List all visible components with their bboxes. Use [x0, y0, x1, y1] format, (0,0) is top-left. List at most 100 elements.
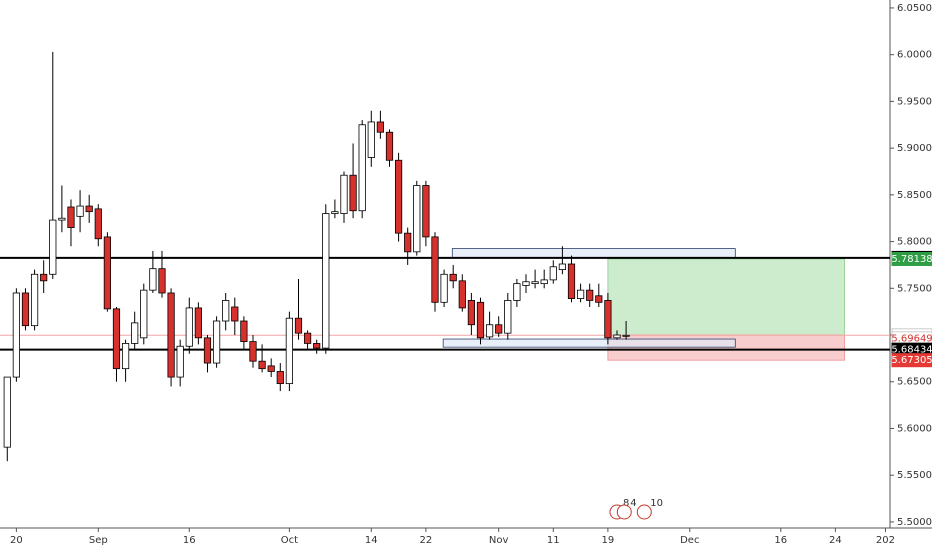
candle-body — [595, 295, 603, 303]
candle-body — [431, 236, 439, 303]
candle-body — [522, 281, 530, 286]
candle-body — [349, 174, 357, 212]
y-tick-label: 5.85000 — [897, 190, 932, 201]
x-tick-label: 11 — [547, 535, 560, 546]
candle-body — [367, 121, 375, 158]
candle-body — [613, 334, 621, 339]
price-tag — [891, 353, 932, 368]
price-tag-label: 5.78138 — [891, 254, 932, 265]
y-tick-label: 6.05000 — [897, 3, 932, 14]
x-tick-label: Oct — [281, 535, 298, 546]
candle-body — [212, 320, 221, 364]
candle-body — [558, 263, 566, 271]
candle-body — [58, 217, 66, 221]
candle-body — [140, 289, 148, 339]
candle-body — [567, 263, 576, 299]
candle-body — [376, 121, 384, 133]
y-tick-label: 5.65000 — [897, 377, 932, 388]
candle-body — [40, 273, 48, 282]
y-tick-label: 5.55000 — [897, 470, 932, 481]
candle-body — [303, 332, 312, 344]
x-tick-label: 16 — [183, 535, 196, 546]
candle-body — [30, 273, 39, 327]
candle-body — [394, 159, 403, 234]
candle-body — [67, 206, 75, 228]
candle-body — [422, 185, 430, 238]
event-icon — [636, 504, 652, 520]
candle-body — [331, 211, 339, 214]
event-label: 8 — [623, 498, 629, 509]
zone — [442, 338, 736, 348]
price-tag-label: 5.67305 — [891, 355, 932, 366]
x-tick-label: 24 — [829, 535, 842, 546]
event-label: 4 — [630, 498, 636, 509]
candle-body — [467, 300, 475, 326]
candle-body — [294, 317, 303, 334]
x-tick-label: 16 — [774, 535, 787, 546]
y-tick-label: 5.60000 — [897, 423, 932, 434]
candle-body — [404, 232, 412, 253]
y-tick-label: 5.90000 — [897, 143, 932, 154]
candle-body — [21, 292, 30, 327]
x-tick-label: Dec — [680, 535, 699, 546]
candle-body — [322, 213, 330, 349]
candle-body — [12, 292, 20, 378]
candle-body — [158, 268, 166, 294]
x-tick-label: 20 — [10, 535, 23, 546]
price-tag-label: 5.69649 — [891, 333, 932, 344]
candle-body — [440, 273, 448, 303]
candle-body — [513, 283, 521, 301]
candle-body — [285, 317, 293, 385]
target-zone — [607, 258, 845, 336]
event-icon — [616, 504, 632, 520]
candle-body — [222, 300, 230, 322]
y-tick-label: 6.00000 — [897, 50, 932, 61]
candle-body — [249, 341, 257, 362]
candle-body — [85, 205, 93, 213]
candle-body — [276, 371, 284, 385]
candle-body — [313, 343, 321, 349]
candle-body — [112, 308, 121, 370]
candle-body — [458, 280, 466, 309]
x-tick-label: 202 — [876, 535, 895, 546]
candle-body — [540, 279, 548, 285]
candle-body — [340, 174, 348, 214]
candle-body — [121, 343, 130, 370]
candle-body — [385, 131, 394, 161]
candle-body — [149, 268, 157, 291]
candle-body — [231, 306, 239, 322]
candle-body — [476, 301, 485, 339]
price-tag-label: 5.68434 — [891, 345, 932, 356]
candle-body — [94, 208, 102, 240]
candle-body — [358, 124, 366, 212]
x-tick-label: 14 — [365, 535, 378, 546]
candle-body — [531, 281, 539, 285]
y-tick-label: 5.95000 — [897, 96, 932, 107]
candle-body — [76, 205, 84, 217]
candle-body — [103, 236, 111, 310]
candle-body — [549, 266, 557, 281]
candle-body — [449, 273, 457, 282]
candle-body — [604, 300, 612, 339]
y-tick-label: 5.75000 — [897, 283, 932, 294]
x-tick-label: 19 — [602, 535, 615, 546]
zone — [451, 248, 736, 259]
candle-body — [176, 345, 184, 378]
candle-body — [504, 300, 512, 334]
y-tick-label: 5.80000 — [897, 237, 932, 248]
x-tick-label: Sep — [89, 535, 108, 546]
y-tick-label: 5.50000 — [897, 517, 932, 528]
candle-body — [495, 324, 503, 334]
candle-body — [203, 337, 212, 364]
candle-body — [413, 185, 421, 253]
candle-body — [622, 334, 630, 337]
candle-body — [3, 376, 11, 448]
candle-body — [258, 360, 266, 370]
candle-body — [49, 219, 57, 275]
candle-body — [240, 320, 248, 342]
candle-body — [576, 289, 585, 299]
candle-body — [267, 365, 275, 372]
candle-body — [185, 307, 193, 347]
x-tick-label: Nov — [489, 535, 509, 546]
